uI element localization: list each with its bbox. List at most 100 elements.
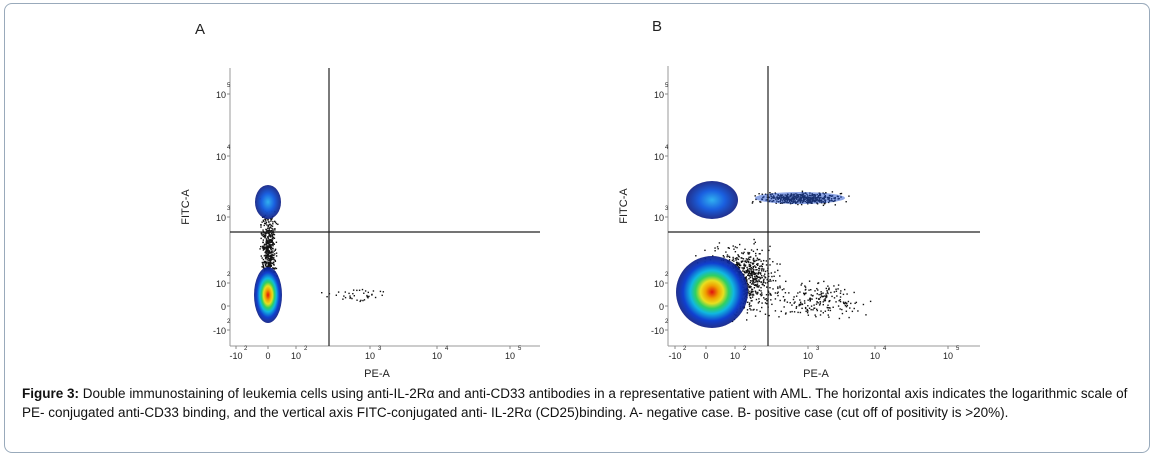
event-dot xyxy=(731,259,734,262)
y-tick-exponent: 3 xyxy=(227,206,231,212)
event-dot xyxy=(816,287,818,290)
event-dot xyxy=(746,280,748,282)
event-dot xyxy=(266,224,268,226)
event-dot xyxy=(813,307,816,309)
event-dot xyxy=(819,301,822,303)
event-dot xyxy=(262,263,264,265)
event-dot xyxy=(342,298,344,300)
event-dot xyxy=(783,288,785,290)
y-tick-exponent: 2 xyxy=(227,319,231,325)
event-dot xyxy=(818,298,820,300)
event-dot xyxy=(741,260,744,262)
event-dot xyxy=(833,285,835,287)
event-dot xyxy=(822,204,825,207)
event-dot xyxy=(268,249,270,252)
event-dot xyxy=(265,248,268,250)
event-dot xyxy=(759,272,762,274)
event-dot xyxy=(746,271,748,273)
x-tick-exponent: 3 xyxy=(378,346,382,352)
event-dot xyxy=(804,286,807,288)
event-dot xyxy=(756,293,758,295)
density-clouds xyxy=(254,181,872,328)
event-dot xyxy=(804,306,807,309)
event-dot xyxy=(799,299,801,301)
event-dot xyxy=(839,193,842,195)
event-dot xyxy=(266,266,269,268)
event-dot xyxy=(270,248,272,251)
event-dot xyxy=(359,300,361,303)
x-tick-exponent: 2 xyxy=(743,346,747,352)
event-dot xyxy=(752,266,755,269)
event-dot xyxy=(265,232,267,235)
event-dot xyxy=(268,233,270,236)
event-dot xyxy=(751,296,754,298)
event-dot xyxy=(853,307,855,310)
event-dot xyxy=(748,292,750,294)
event-dot xyxy=(817,302,819,304)
event-dot xyxy=(760,201,762,203)
event-dot xyxy=(750,270,753,272)
event-dot xyxy=(758,253,761,255)
event-dot xyxy=(745,276,748,278)
event-dot xyxy=(779,263,781,265)
event-dot xyxy=(822,295,825,298)
event-dot xyxy=(798,304,800,307)
event-dot xyxy=(789,302,791,304)
event-dot xyxy=(752,259,754,261)
event-dot xyxy=(269,223,271,226)
event-dot xyxy=(795,305,798,308)
event-dot xyxy=(728,256,731,259)
event-dot xyxy=(869,300,872,303)
event-dot xyxy=(755,269,757,271)
event-dot xyxy=(356,299,358,301)
event-dot xyxy=(774,280,777,282)
y-tick-label: 10 xyxy=(654,279,664,289)
event-dot xyxy=(349,295,351,297)
event-dot xyxy=(784,292,787,294)
event-dot xyxy=(273,233,276,236)
event-dot xyxy=(837,284,840,286)
event-dot xyxy=(259,248,261,250)
event-dot xyxy=(267,238,270,240)
event-dot xyxy=(737,254,739,256)
event-dot xyxy=(270,252,273,254)
event-dot xyxy=(801,190,804,192)
event-dot xyxy=(746,312,749,314)
event-dot xyxy=(795,295,798,297)
event-dot xyxy=(762,281,765,284)
event-dot xyxy=(841,308,843,311)
event-dot xyxy=(755,292,757,294)
event-dot xyxy=(727,247,730,249)
event-dot xyxy=(801,282,803,285)
event-dot xyxy=(268,265,271,267)
event-dot xyxy=(263,267,265,269)
y-axis-label: FITC-A xyxy=(180,189,192,225)
event-dot xyxy=(753,279,755,281)
event-dot xyxy=(748,303,751,306)
y-tick-exponent: 3 xyxy=(665,206,669,212)
event-dot xyxy=(755,198,757,201)
y-tick-label: 10 xyxy=(216,90,226,100)
event-dot xyxy=(738,262,740,264)
event-dot xyxy=(752,273,755,275)
event-dot xyxy=(826,289,828,292)
event-dot xyxy=(799,301,802,303)
event-dot xyxy=(745,272,747,274)
event-dot xyxy=(695,255,697,257)
event-dot xyxy=(797,311,799,314)
cluster xyxy=(755,192,845,204)
y-tick-exponent: 5 xyxy=(227,83,231,89)
event-dot xyxy=(828,300,830,303)
event-dot xyxy=(272,223,274,225)
event-dot xyxy=(838,317,841,320)
event-dot xyxy=(793,302,795,304)
event-dot xyxy=(808,289,810,291)
event-dot xyxy=(842,301,845,303)
x-axis-label: PE-A xyxy=(803,368,829,380)
event-dot xyxy=(804,285,806,287)
event-dot xyxy=(723,256,725,258)
event-dot xyxy=(828,287,830,289)
event-dot xyxy=(267,232,269,234)
event-dot xyxy=(266,251,268,253)
event-dot xyxy=(260,226,262,228)
